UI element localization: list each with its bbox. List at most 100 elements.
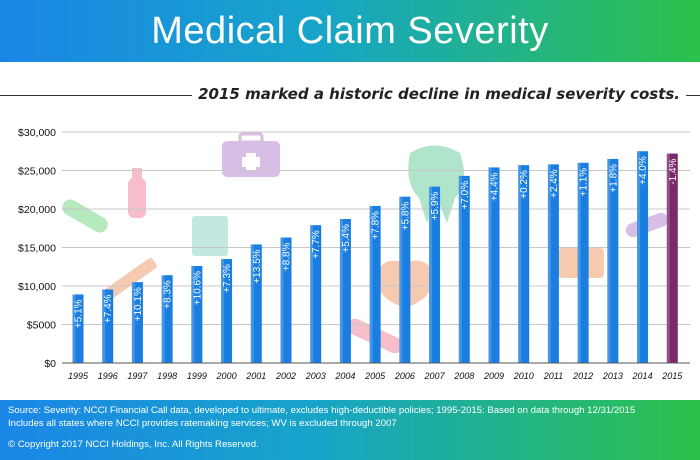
data-label-2014: +4.0% xyxy=(638,156,649,185)
data-label-2007: +5.9% xyxy=(430,192,441,221)
data-label-2004: +5.4% xyxy=(341,224,352,253)
y-tick-label: $5000 xyxy=(27,320,56,332)
x-tick-label: 2006 xyxy=(394,371,415,381)
bar-2004 xyxy=(339,219,351,363)
data-label-2005: +7.8% xyxy=(371,211,382,240)
page-title: Medical Claim Severity xyxy=(151,9,549,52)
bar-highlight-2009 xyxy=(488,167,492,363)
title-banner: Medical Claim Severity xyxy=(0,0,700,62)
bars: +5.1% +7.4% +10.1% +8.3% +10.6% +7.3% +13.5% +8… xyxy=(72,151,679,363)
medical-kit-icon xyxy=(222,132,280,177)
x-tick-label: 2005 xyxy=(364,371,386,381)
bar-highlight-2010 xyxy=(518,165,522,363)
x-tick-label: 1999 xyxy=(187,371,207,381)
data-label-1999: +10.6% xyxy=(192,271,203,305)
x-tick-label: 2008 xyxy=(453,371,474,381)
x-tick-label: 2000 xyxy=(216,371,237,381)
chart-subtitle: 2015 marked a historic decline in medica… xyxy=(192,85,686,103)
bar-highlight-2001 xyxy=(250,244,254,363)
x-tick-label: 2002 xyxy=(275,371,296,381)
x-tick-label: 2007 xyxy=(424,371,446,381)
bar-2002 xyxy=(280,237,292,363)
x-tick-label: 2015 xyxy=(661,371,683,381)
bar-2010 xyxy=(518,165,530,363)
source-note-line2: Includes all states where NCCI provides … xyxy=(8,417,397,429)
x-tick-label: 2010 xyxy=(513,371,534,381)
data-label-2008: +7.0% xyxy=(460,181,471,210)
data-label-2010: +0.2% xyxy=(519,170,530,199)
bar-2012 xyxy=(577,162,589,363)
axes: $0 $5000 $10,000 $15,000 $20,000 $25,000 $30,0… xyxy=(18,127,690,381)
data-label-2012: +1.1% xyxy=(579,168,590,197)
data-label-2006: +5.8% xyxy=(400,202,411,231)
bar-1995 xyxy=(72,294,84,363)
data-label-2003: +7.7% xyxy=(311,230,322,259)
x-tick-label: 2009 xyxy=(483,371,504,381)
bar-highlight-2005 xyxy=(369,205,373,363)
bar-1996 xyxy=(102,289,114,363)
bar-1997 xyxy=(131,282,143,363)
data-label-1995: +5.1% xyxy=(74,299,85,328)
x-tick-label: 2003 xyxy=(305,371,326,381)
y-tick-label: $30,000 xyxy=(18,127,56,139)
source-note-line1: Source: Severity: NCCI Financial Call da… xyxy=(8,405,636,416)
bar-2009 xyxy=(488,167,500,363)
bar-2008 xyxy=(458,175,470,363)
bar-2014 xyxy=(637,151,649,363)
y-tick-label: $25,000 xyxy=(18,166,56,178)
syringe-icon xyxy=(103,258,157,300)
bar-2001 xyxy=(250,244,262,363)
bar-highlight-1997 xyxy=(131,282,135,363)
bottle-icon xyxy=(128,168,146,218)
x-tick-label: 1998 xyxy=(157,371,177,381)
clipboard-icon xyxy=(192,216,228,256)
bar-2003 xyxy=(310,225,322,363)
data-label-2015: -1.4% xyxy=(668,158,679,184)
bar-chart: +5.1% +7.4% +10.1% +8.3% +10.6% +7.3% +13.5% +8… xyxy=(18,127,690,381)
x-tick-label: 2013 xyxy=(602,371,623,381)
source-footer: Source: Severity: NCCI Financial Call da… xyxy=(0,400,700,460)
x-tick-label: 1997 xyxy=(127,371,148,381)
x-tick-label: 2011 xyxy=(543,371,563,381)
bar-2000 xyxy=(221,259,233,363)
data-label-2001: +13.5% xyxy=(252,249,263,283)
bar-2011 xyxy=(547,164,559,363)
pill-icon xyxy=(62,199,108,233)
x-tick-label: 1996 xyxy=(98,371,118,381)
data-label-2011: +2.4% xyxy=(549,169,560,198)
x-tick-label: 2012 xyxy=(572,371,593,381)
data-label-2013: +1.8% xyxy=(608,164,619,193)
bar-highlight-2006 xyxy=(399,196,403,363)
bar-1998 xyxy=(161,275,173,363)
bar-highlight-1995 xyxy=(72,294,76,363)
y-tick-label: $20,000 xyxy=(18,204,56,216)
bar-highlight-2003 xyxy=(310,225,314,363)
bar-highlight-2012 xyxy=(577,162,581,363)
copyright-note: © Copyright 2017 NCCI Holdings, Inc. All… xyxy=(8,439,259,450)
bar-highlight-2000 xyxy=(221,259,225,363)
bar-highlight-2008 xyxy=(458,175,462,363)
data-label-2009: +4.4% xyxy=(490,172,501,201)
y-tick-label: $0 xyxy=(44,358,56,370)
data-label-1996: +7.4% xyxy=(103,294,114,323)
data-label-2002: +8.8% xyxy=(282,242,293,271)
bar-highlight-2002 xyxy=(280,237,284,363)
bar-highlight-2013 xyxy=(607,158,611,363)
bar-2006 xyxy=(399,196,411,363)
x-tick-label: 2004 xyxy=(334,371,355,381)
bar-2007 xyxy=(429,186,441,363)
bar-2013 xyxy=(607,158,619,363)
x-tick-label: 2001 xyxy=(245,371,266,381)
data-label-1997: +10.1% xyxy=(133,287,144,321)
tooth-icon xyxy=(408,145,464,223)
bar-highlight-2011 xyxy=(547,164,551,363)
bar-highlight-2004 xyxy=(339,219,343,363)
subtitle-row: 2015 marked a historic decline in medica… xyxy=(0,84,700,108)
bar-highlight-1998 xyxy=(161,275,165,363)
data-label-1998: +8.3% xyxy=(163,280,174,309)
bar-2005 xyxy=(369,205,381,363)
x-tick-label: 2014 xyxy=(632,371,653,381)
y-tick-label: $10,000 xyxy=(18,281,56,293)
data-label-2000: +7.3% xyxy=(222,264,233,293)
bar-highlight-1999 xyxy=(191,265,195,363)
